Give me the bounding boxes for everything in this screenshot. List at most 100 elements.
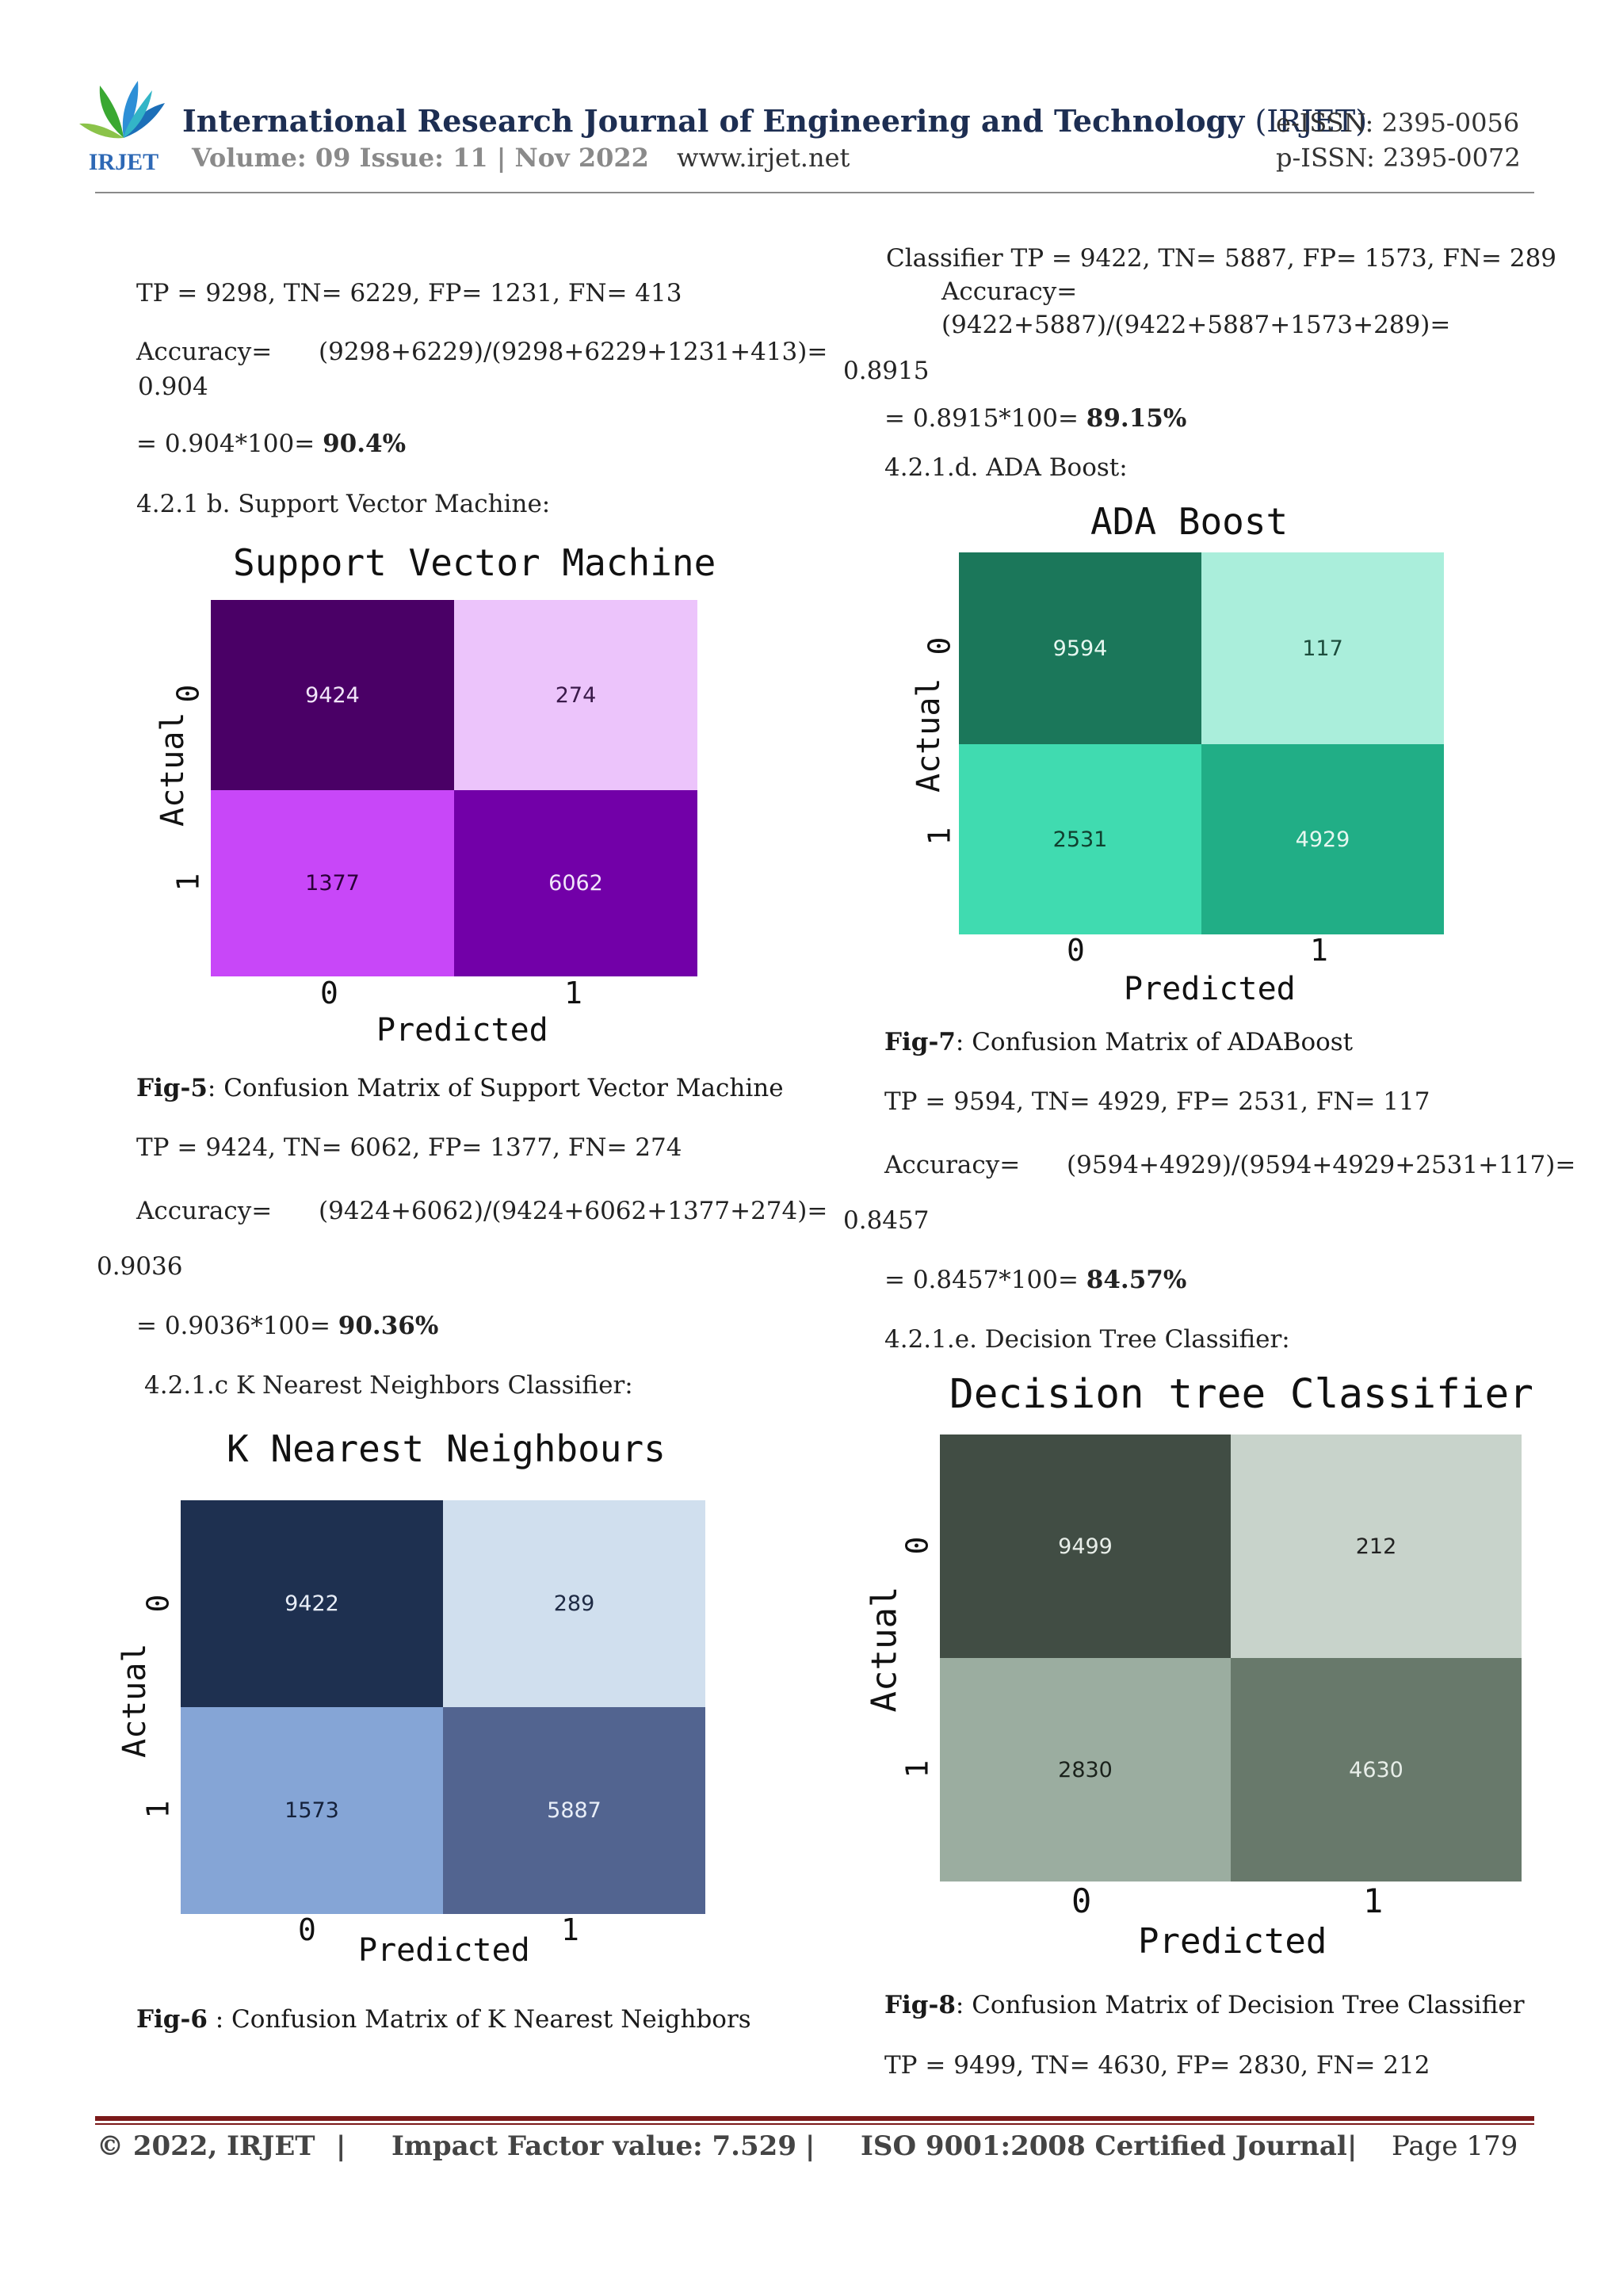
footer-iso: ISO 9001:2008 Certified Journal bbox=[861, 2130, 1347, 2162]
svm-accuracy-value: 0.9036 bbox=[97, 1252, 183, 1281]
pissn: p-ISSN: 2395-0072 bbox=[1276, 143, 1521, 173]
cell-1-1: 4630 bbox=[1231, 1658, 1522, 1881]
cell-1-0: 2830 bbox=[940, 1658, 1231, 1881]
dt-heading: 4.2.1.e. Decision Tree Classifier: bbox=[884, 1325, 1290, 1354]
fig7-text: : Confusion Matrix of ADABoost bbox=[955, 1028, 1354, 1056]
knn-accuracy-percent: = 0.8915*100= 89.15% bbox=[884, 404, 1186, 433]
x-tick-1: 1 bbox=[1363, 1881, 1384, 1920]
cell-1-0: 1573 bbox=[181, 1707, 443, 1914]
y-tick-1: 1 bbox=[140, 1800, 176, 1819]
knn-confusion-matrix: K Nearest Neighbours 9422 289 1573 5887 … bbox=[111, 1423, 713, 1977]
y-axis-label: Actual bbox=[155, 712, 191, 827]
ada-percent-expr: = 0.8457*100= bbox=[884, 1266, 1086, 1294]
chart-title: Support Vector Machine bbox=[233, 541, 716, 584]
chart-title: K Nearest Neighbours bbox=[227, 1427, 666, 1470]
journal-name: International Research Journal of Engine… bbox=[182, 103, 1245, 139]
journal-title: International Research Journal of Engine… bbox=[182, 103, 1367, 139]
x-tick-0: 0 bbox=[1071, 1881, 1092, 1920]
footer-page: Page 179 bbox=[1392, 2130, 1518, 2162]
x-axis-label: Predicted bbox=[358, 1932, 530, 1969]
fig6-label: Fig-6 bbox=[136, 2005, 208, 2034]
dt-confusion-matrix: Decision tree Classifier 9499 212 2830 4… bbox=[864, 1371, 1545, 1973]
ada-percent: 84.57% bbox=[1086, 1266, 1187, 1294]
footer-copyright: © 2022, IRJET bbox=[97, 2130, 315, 2162]
cell-0-1: 117 bbox=[1201, 552, 1444, 744]
svm-confusion-matrix: Support Vector Machine 9424 274 1377 606… bbox=[143, 535, 716, 1050]
footer-rule bbox=[95, 2116, 1534, 2121]
leaf-icon bbox=[79, 81, 165, 139]
fig5-label: Fig-5 bbox=[136, 1074, 208, 1102]
fig8-caption: Fig-8: Confusion Matrix of Decision Tree… bbox=[884, 1991, 1525, 2019]
footer-rule-thin bbox=[95, 2123, 1534, 2125]
fig7-caption: Fig-7: Confusion Matrix of ADABoost bbox=[884, 1028, 1353, 1056]
cell-1-1: 4929 bbox=[1201, 744, 1444, 934]
x-axis-label: Predicted bbox=[1124, 971, 1296, 1007]
y-tick-1: 1 bbox=[899, 1759, 935, 1778]
irjet-logo: IRJET bbox=[79, 81, 165, 175]
y-tick-0: 0 bbox=[899, 1536, 935, 1555]
journal-abbr: (IRJET) bbox=[1254, 104, 1368, 139]
website-link[interactable]: www.irjet.net bbox=[677, 143, 850, 173]
x-tick-1: 1 bbox=[564, 976, 582, 1010]
chart-title: ADA Boost bbox=[1090, 500, 1289, 543]
footer-impact: Impact Factor value: 7.529 bbox=[391, 2130, 796, 2162]
y-tick-0: 0 bbox=[170, 684, 206, 703]
x-tick-1: 1 bbox=[561, 1912, 579, 1947]
rf-percent-expr: = 0.904*100= bbox=[136, 430, 323, 458]
ada-accuracy-label: Accuracy= bbox=[884, 1151, 1021, 1179]
svm-accuracy-label: Accuracy= bbox=[136, 1197, 273, 1225]
cell-0-0: 9422 bbox=[181, 1500, 443, 1707]
x-axis-label: Predicted bbox=[376, 1012, 548, 1049]
cell-0-0: 9499 bbox=[940, 1435, 1231, 1658]
cell-1-1: 6062 bbox=[454, 790, 697, 976]
y-tick-1: 1 bbox=[922, 827, 957, 846]
cell-0-0: 9424 bbox=[211, 600, 454, 790]
rf-accuracy-percent: = 0.904*100= 90.4% bbox=[136, 430, 406, 458]
footer-sep-2: | bbox=[805, 2130, 815, 2162]
svm-percent-expr: = 0.9036*100= bbox=[136, 1312, 338, 1340]
knn-metrics: Classifier TP = 9422, TN= 5887, FP= 1573… bbox=[886, 244, 1557, 273]
x-tick-0: 0 bbox=[1067, 933, 1085, 968]
logo-text: IRJET bbox=[89, 149, 158, 175]
knn-percent: 89.15% bbox=[1086, 404, 1187, 433]
fig8-label: Fig-8 bbox=[884, 1991, 956, 2019]
knn-accuracy-value: 0.8915 bbox=[843, 357, 930, 385]
svm-accuracy-percent: = 0.9036*100= 90.36% bbox=[136, 1312, 438, 1340]
y-tick-0: 0 bbox=[922, 636, 957, 655]
dt-metrics: TP = 9499, TN= 4630, FP= 2830, FN= 212 bbox=[884, 2051, 1430, 2080]
ada-confusion-matrix: ADA Boost 9594 117 2531 4929 0 1 Actual … bbox=[888, 495, 1458, 1010]
y-tick-1: 1 bbox=[170, 873, 206, 892]
rf-metrics: TP = 9298, TN= 6229, FP= 1231, FN= 413 bbox=[136, 279, 682, 308]
y-axis-label: Actual bbox=[864, 1586, 905, 1713]
rf-accuracy-value: 0.904 bbox=[138, 372, 208, 401]
cell-1-0: 1377 bbox=[211, 790, 454, 976]
fig6-caption: Fig-6 : Confusion Matrix of K Nearest Ne… bbox=[136, 2005, 751, 2034]
rf-accuracy-label: Accuracy= bbox=[136, 338, 273, 366]
ada-heading: 4.2.1.d. ADA Boost: bbox=[884, 453, 1128, 482]
rf-percent: 90.4% bbox=[323, 430, 407, 458]
knn-accuracy-label: Accuracy= bbox=[941, 277, 1078, 306]
fig8-text: : Confusion Matrix of Decision Tree Clas… bbox=[955, 1991, 1525, 2019]
y-axis-label: Actual bbox=[116, 1643, 153, 1759]
fig5-text: : Confusion Matrix of Support Vector Mac… bbox=[207, 1074, 784, 1102]
svm-heading: 4.2.1 b. Support Vector Machine: bbox=[136, 490, 551, 518]
footer-sep-3: | bbox=[1347, 2130, 1358, 2162]
rf-accuracy-formula: (9298+6229)/(9298+6229+1231+413)= bbox=[319, 338, 828, 366]
knn-heading: 4.2.1.c K Nearest Neighbors Classifier: bbox=[144, 1371, 633, 1400]
cell-0-1: 289 bbox=[443, 1500, 705, 1707]
cell-1-0: 2531 bbox=[959, 744, 1201, 934]
cell-0-0: 9594 bbox=[959, 552, 1201, 744]
knn-accuracy-formula: (9422+5887)/(9422+5887+1573+289)= bbox=[941, 311, 1451, 339]
eissn: e-ISSN: 2395-0056 bbox=[1276, 108, 1520, 138]
volume-issue: Volume: 09 Issue: 11 | Nov 2022 bbox=[192, 143, 649, 173]
x-tick-0: 0 bbox=[320, 976, 338, 1010]
ada-accuracy-percent: = 0.8457*100= 84.57% bbox=[884, 1266, 1186, 1294]
svm-percent: 90.36% bbox=[338, 1312, 439, 1340]
x-tick-0: 0 bbox=[298, 1912, 316, 1947]
cell-0-1: 274 bbox=[454, 600, 697, 790]
y-tick-0: 0 bbox=[140, 1594, 176, 1613]
cell-1-1: 5887 bbox=[443, 1707, 705, 1914]
fig5-caption: Fig-5: Confusion Matrix of Support Vecto… bbox=[136, 1074, 784, 1102]
svm-metrics: TP = 9424, TN= 6062, FP= 1377, FN= 274 bbox=[136, 1133, 682, 1162]
cell-0-1: 212 bbox=[1231, 1435, 1522, 1658]
